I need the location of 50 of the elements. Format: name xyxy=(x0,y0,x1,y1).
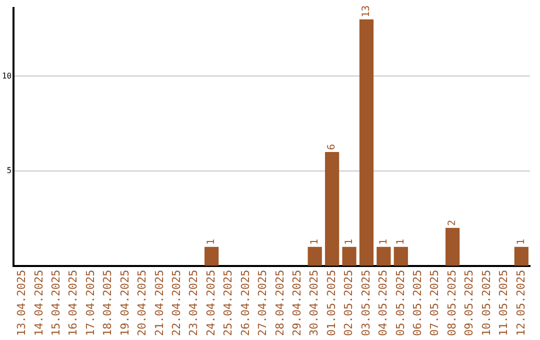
data-label: 1 xyxy=(309,238,320,245)
x-tick-label: 17.04.2025 xyxy=(84,270,97,336)
x-tick-label: 04.05.2025 xyxy=(376,270,390,336)
bar xyxy=(308,246,322,266)
x-tick-label: 11.05.2025 xyxy=(497,270,510,336)
x-tick-label: 27.04.2025 xyxy=(256,270,270,336)
x-tick-label: 05.05.2025 xyxy=(394,270,407,336)
bar xyxy=(359,19,374,266)
y-tick-label: 10 xyxy=(2,71,12,80)
bar xyxy=(325,152,340,266)
x-tick-label: 25.04.2025 xyxy=(222,270,235,336)
x-tick-label: 08.05.2025 xyxy=(445,270,458,336)
x-tick-label: 09.05.2025 xyxy=(462,270,476,336)
data-label: 1 xyxy=(516,238,527,245)
x-tick-label: 12.05.2025 xyxy=(514,270,528,336)
x-tick-label: 30.04.2025 xyxy=(308,270,321,336)
x-tick-label: 03.05.2025 xyxy=(359,270,372,336)
x-tick-label: 16.04.2025 xyxy=(66,270,80,336)
x-tick-label: 22.04.2025 xyxy=(170,270,184,336)
data-label: 13 xyxy=(361,5,372,18)
x-tick-label: 02.05.2025 xyxy=(342,270,356,336)
x-tick-label: 15.04.2025 xyxy=(50,270,63,336)
bar xyxy=(204,246,219,266)
x-tick-label: 18.04.2025 xyxy=(101,270,114,336)
x-tick-label: 24.04.2025 xyxy=(204,270,218,336)
x-tick-label: 29.04.2025 xyxy=(290,270,304,336)
x-tick-label: 26.04.2025 xyxy=(238,270,252,336)
x-tick-label: 10.05.2025 xyxy=(480,270,493,336)
data-label: 1 xyxy=(206,238,218,245)
x-tick-label: 01.05.2025 xyxy=(324,270,338,336)
data-label: 1 xyxy=(378,238,390,245)
x-tick-label: 19.04.2025 xyxy=(118,270,132,336)
bar xyxy=(376,246,391,266)
bar xyxy=(514,246,528,266)
x-tick-label: 23.04.2025 xyxy=(187,270,200,336)
data-label: 1 xyxy=(396,238,406,245)
x-tick-label: 13.04.2025 xyxy=(15,270,28,336)
bar xyxy=(342,246,356,266)
x-tick-label: 28.04.2025 xyxy=(273,270,286,336)
bar xyxy=(445,228,460,266)
x-tick-label: 06.05.2025 xyxy=(410,270,424,336)
x-tick-label: 21.04.2025 xyxy=(152,270,166,336)
data-label: 1 xyxy=(344,238,355,245)
data-label: 2 xyxy=(447,220,458,226)
bar xyxy=(394,246,408,266)
x-tick-label: 14.04.2025 xyxy=(32,270,46,336)
data-label: 6 xyxy=(326,144,338,150)
x-tick-label: 07.05.2025 xyxy=(428,270,442,336)
y-tick-label: 5 xyxy=(6,166,12,176)
x-tick-label: 20.04.2025 xyxy=(136,270,149,336)
